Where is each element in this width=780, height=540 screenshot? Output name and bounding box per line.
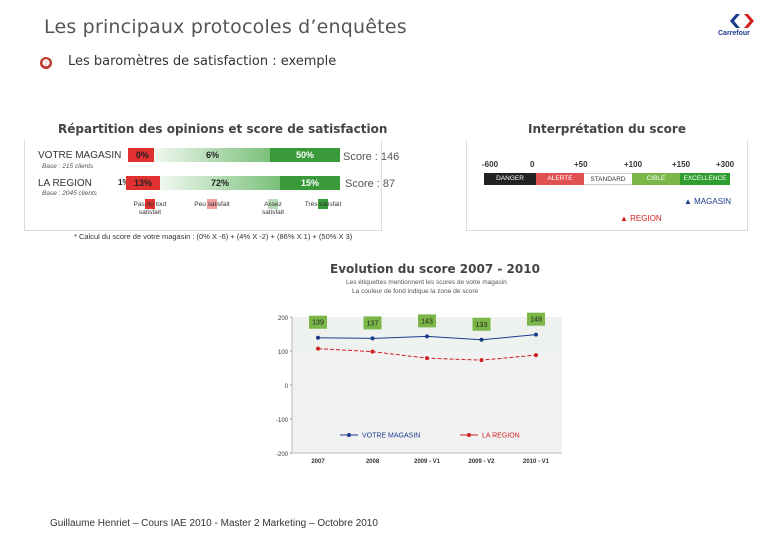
data-label-box-1 (363, 316, 382, 330)
data-label-0: 139 (312, 320, 324, 327)
series-0-point-0 (316, 335, 320, 340)
y-tick-label-3: -100 (276, 418, 289, 424)
scale-label-4: +100 (624, 160, 643, 169)
y-tick-label-1: 100 (278, 350, 289, 356)
scale-label-1: -600 (482, 160, 499, 169)
row-store-name: VOTRE MAGASIN (38, 150, 122, 161)
interpretation-panel (466, 140, 748, 231)
zone-cible: CIBLE (632, 173, 680, 185)
zone-danger: DANGER (484, 173, 536, 185)
scale-label-5: +150 (672, 160, 691, 169)
series-1-point-0 (316, 346, 320, 351)
brand-name: Carrefour (718, 30, 750, 37)
legend-swatch-2 (207, 199, 217, 209)
x-tick-label-2: 2009 - V1 (414, 459, 441, 465)
series-1-point-1 (370, 349, 375, 354)
repartition-panel (24, 140, 382, 231)
region-marker-label: REGION (630, 214, 662, 223)
bar-region-seg-2: 13% (126, 176, 160, 190)
legend-label-3: Assez satisfait (261, 201, 285, 216)
bar-region: 1% 13% 72% 15% (118, 176, 340, 190)
page-title: Les principaux protocoles d’enquêtes (44, 16, 407, 38)
data-label-2: 143 (421, 318, 433, 325)
legend-dot-1 (467, 433, 471, 437)
legend-label-2: Peu satisfait (194, 201, 230, 208)
legend-swatch-1 (145, 199, 155, 209)
chart-bg-lower (292, 351, 562, 453)
evolution-note-1: Les étiquettes mentionnent les scores de… (346, 279, 507, 286)
bullet-icon: ❷ (40, 57, 52, 69)
bar-store-seg-3: 50% (270, 148, 340, 162)
row-store-base: Base : 215 clients (42, 163, 94, 170)
magasin-marker: ▲ MAGASIN (684, 197, 732, 206)
store-score: Score : 146 (343, 151, 400, 163)
zone-alerte: ALERTE (536, 173, 584, 185)
data-label-3: 133 (476, 322, 488, 329)
evolution-chart: 200 100 0 -100 -200 2007 2008 2009 - V1 2009 - V… (276, 312, 562, 465)
x-tick-label-0: 2007 (311, 459, 325, 465)
evolution-note-2: La couleur de fond indique la zone de sc… (352, 288, 479, 295)
bar-store-seg-1: 0% (128, 148, 154, 162)
evolution-title: Evolution du score 2007 - 2010 (330, 262, 540, 276)
data-label-box-2 (418, 314, 436, 328)
bar-region-seg-1: 1% (118, 178, 130, 187)
scale-label-2: 0 (530, 160, 535, 169)
y-tick-label-0: 200 (278, 316, 289, 322)
y-tick-label-4: -200 (276, 452, 289, 458)
legend-label-1: Pas du tout satisfait (133, 201, 167, 216)
bar-store-seg-2: 6% (154, 148, 270, 162)
y-tick-label-2: 0 (285, 384, 289, 390)
subtitle: Les baromètres de satisfaction : exemple (68, 54, 337, 69)
data-label-box-4 (527, 312, 545, 326)
carrefour-logo (730, 14, 754, 28)
repartition-title: Répartition des opinions et score de sat… (58, 122, 388, 136)
bar-store: 0% 6% 50% (128, 148, 340, 162)
bar-region-seg-3: 72% (160, 176, 280, 190)
score-footnote: * Calcul du score de votre magasin : (0%… (74, 232, 353, 241)
x-tick-label-1: 2008 (366, 459, 380, 465)
legend-dot-0 (347, 433, 351, 437)
scale-label-6: +300 (716, 160, 735, 169)
x-tick-label-4: 2010 - V1 (523, 459, 550, 465)
legend-swatch-4 (318, 199, 328, 209)
region-score: Score : 87 (345, 178, 396, 190)
region-marker: ▲ REGION (620, 214, 662, 223)
data-label-box-3 (472, 317, 491, 331)
zone-standard: STANDARD (584, 173, 632, 185)
series-1-point-2 (425, 356, 429, 361)
bar-region-seg-4: 15% (280, 176, 340, 190)
legend-label-series-0: VOTRE MAGASIN (362, 433, 420, 440)
series-0-point-3 (479, 337, 484, 342)
x-tick-label-3: 2009 - V2 (468, 459, 495, 465)
legend-label-series-1: LA REGION (482, 433, 520, 440)
row-region-base: Base : 2045 clients (42, 190, 97, 197)
interpretation-title: Interprétation du score (528, 122, 686, 136)
data-label-4: 148 (530, 317, 542, 324)
row-region-name: LA REGION (38, 178, 92, 189)
magasin-marker-label: MAGASIN (694, 197, 732, 206)
legend-swatch-3 (268, 199, 278, 209)
series-0-point-2 (425, 334, 429, 339)
series-0-point-4 (534, 332, 538, 337)
data-label-box-0 (309, 315, 327, 329)
zone-excellence: EXCELLENCE (680, 173, 730, 185)
series-1-point-3 (479, 358, 484, 363)
series-1-point-4 (534, 353, 538, 358)
scale-label-3: +50 (574, 160, 588, 169)
legend-label-4: Très satisfait (304, 201, 342, 208)
series-0-point-1 (370, 336, 375, 341)
data-label-1: 137 (367, 320, 379, 327)
footer: Guillaume Henriet – Cours IAE 2010 - Mas… (50, 518, 378, 529)
